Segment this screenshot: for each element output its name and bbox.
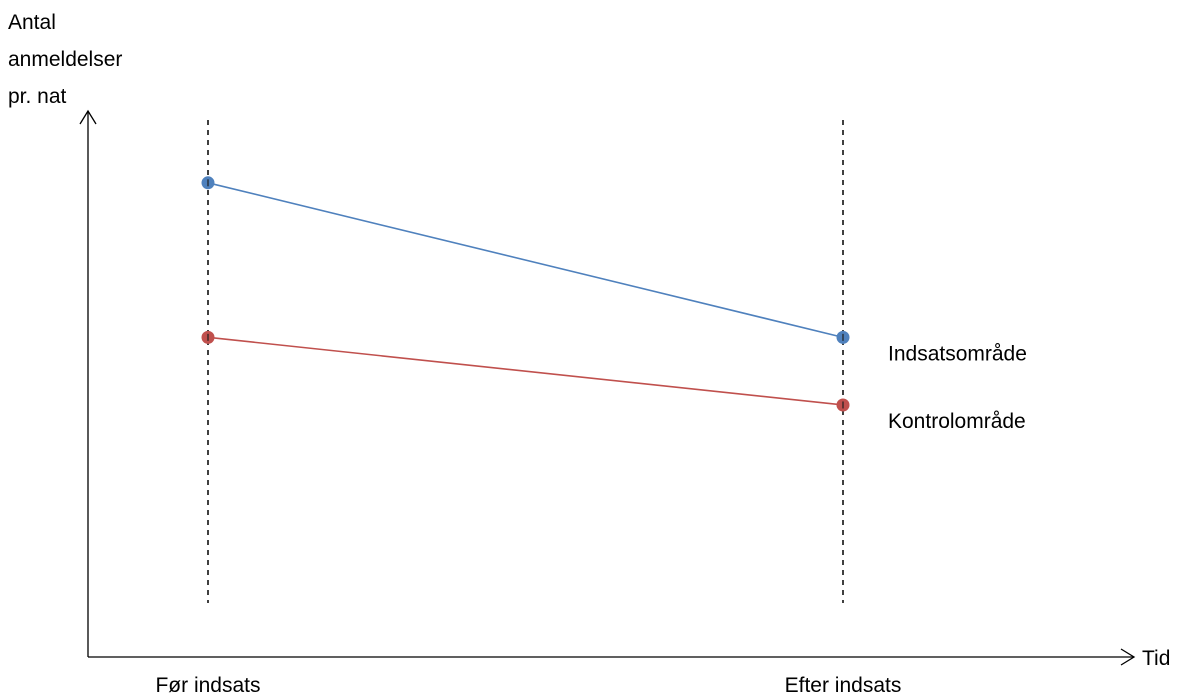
y-axis-label-line-1: Antal <box>8 11 56 34</box>
y-axis-label-line-2: anmeldelser <box>8 48 122 71</box>
y-axis-arrowhead <box>79 109 97 125</box>
x-axis-arrowhead <box>1120 648 1136 666</box>
series-line-1 <box>207 336 844 406</box>
series-label-1: Kontrolområde <box>888 410 1026 433</box>
x-axis-label: Tid <box>1142 647 1170 670</box>
category-label-before: Før indsats <box>155 674 260 695</box>
category-label-after: Efter indsats <box>785 674 902 695</box>
series-label-0: Indsatsområde <box>888 342 1027 365</box>
labels-layer: Indsatsområde Kontrolområde Før indsats Eft… <box>8 11 1170 695</box>
y-axis-label-line-3: pr. nat <box>8 85 67 108</box>
guides-layer <box>207 120 844 603</box>
series-layer <box>201 176 850 412</box>
series-line-0 <box>207 182 844 339</box>
